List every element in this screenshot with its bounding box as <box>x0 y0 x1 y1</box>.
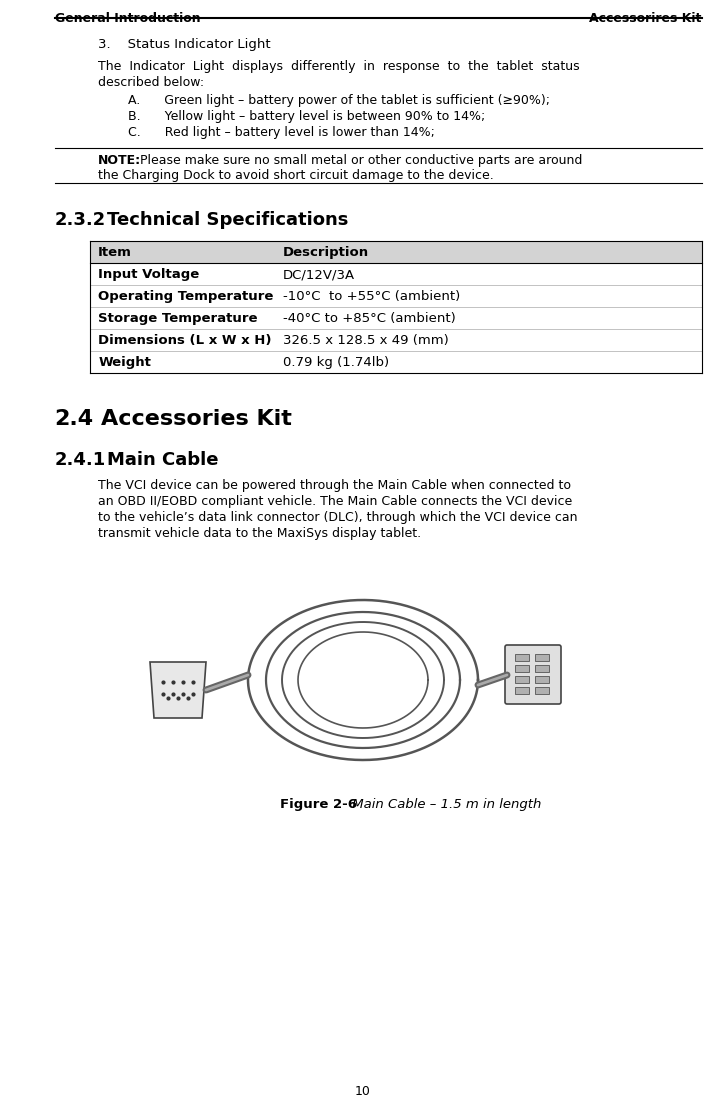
Text: Accessorires Kit: Accessorires Kit <box>589 12 702 25</box>
Bar <box>535 665 549 672</box>
Text: an OBD II/EOBD compliant vehicle. The Main Cable connects the VCI device: an OBD II/EOBD compliant vehicle. The Ma… <box>98 495 572 508</box>
Text: 326.5 x 128.5 x 49 (mm): 326.5 x 128.5 x 49 (mm) <box>283 334 449 347</box>
Text: The VCI device can be powered through the Main Cable when connected to: The VCI device can be powered through th… <box>98 478 571 492</box>
Text: General Introduction: General Introduction <box>55 12 200 25</box>
Text: 0.79 kg (1.74lb): 0.79 kg (1.74lb) <box>283 356 389 369</box>
Text: Operating Temperature: Operating Temperature <box>98 290 273 303</box>
Text: Description: Description <box>283 246 369 259</box>
Text: Main Cable: Main Cable <box>107 451 218 469</box>
Text: DC/12V/3A: DC/12V/3A <box>283 269 356 281</box>
Text: Storage Temperature: Storage Temperature <box>98 312 257 325</box>
Text: to the vehicle’s data link connector (DLC), through which the VCI device can: to the vehicle’s data link connector (DL… <box>98 511 578 524</box>
Text: Accessories Kit: Accessories Kit <box>100 409 292 429</box>
Polygon shape <box>150 662 206 718</box>
Text: B.      Yellow light – battery level is between 90% to 14%;: B. Yellow light – battery level is betwe… <box>128 110 486 123</box>
Text: C.      Red light – battery level is lower than 14%;: C. Red light – battery level is lower th… <box>128 126 435 139</box>
Text: Input Voltage: Input Voltage <box>98 269 199 281</box>
Text: -40°C to +85°C (ambient): -40°C to +85°C (ambient) <box>283 312 456 325</box>
Text: the Charging Dock to avoid short circuit damage to the device.: the Charging Dock to avoid short circuit… <box>98 169 494 182</box>
Text: NOTE:: NOTE: <box>98 154 141 167</box>
Bar <box>515 654 529 661</box>
Text: -10°C  to +55°C (ambient): -10°C to +55°C (ambient) <box>283 290 460 303</box>
Bar <box>535 654 549 661</box>
Text: 2.4.1: 2.4.1 <box>55 451 105 469</box>
Text: Main Cable – 1.5 m in length: Main Cable – 1.5 m in length <box>348 798 542 811</box>
Text: Technical Specifications: Technical Specifications <box>107 211 348 229</box>
Text: 10: 10 <box>355 1085 371 1098</box>
Text: 3.    Status Indicator Light: 3. Status Indicator Light <box>98 38 270 51</box>
Text: Dimensions (L x W x H): Dimensions (L x W x H) <box>98 334 272 347</box>
Bar <box>515 676 529 683</box>
Text: Figure 2-6: Figure 2-6 <box>280 798 357 811</box>
Bar <box>515 687 529 694</box>
Text: 2.3.2: 2.3.2 <box>55 211 105 229</box>
Text: The  Indicator  Light  displays  differently  in  response  to  the  tablet  sta: The Indicator Light displays differently… <box>98 60 579 73</box>
Bar <box>515 665 529 672</box>
Text: Weight: Weight <box>98 356 151 369</box>
Bar <box>535 676 549 683</box>
Text: transmit vehicle data to the MaxiSys display tablet.: transmit vehicle data to the MaxiSys dis… <box>98 527 421 540</box>
FancyBboxPatch shape <box>505 645 561 704</box>
Text: Item: Item <box>98 246 132 259</box>
Bar <box>90 241 702 263</box>
Text: A.      Green light – battery power of the tablet is sufficient (≥90%);: A. Green light – battery power of the ta… <box>128 94 550 107</box>
Text: Please make sure no small metal or other conductive parts are around: Please make sure no small metal or other… <box>136 154 582 167</box>
Text: described below:: described below: <box>98 76 204 90</box>
Text: 2.4: 2.4 <box>55 409 94 429</box>
Bar <box>535 687 549 694</box>
